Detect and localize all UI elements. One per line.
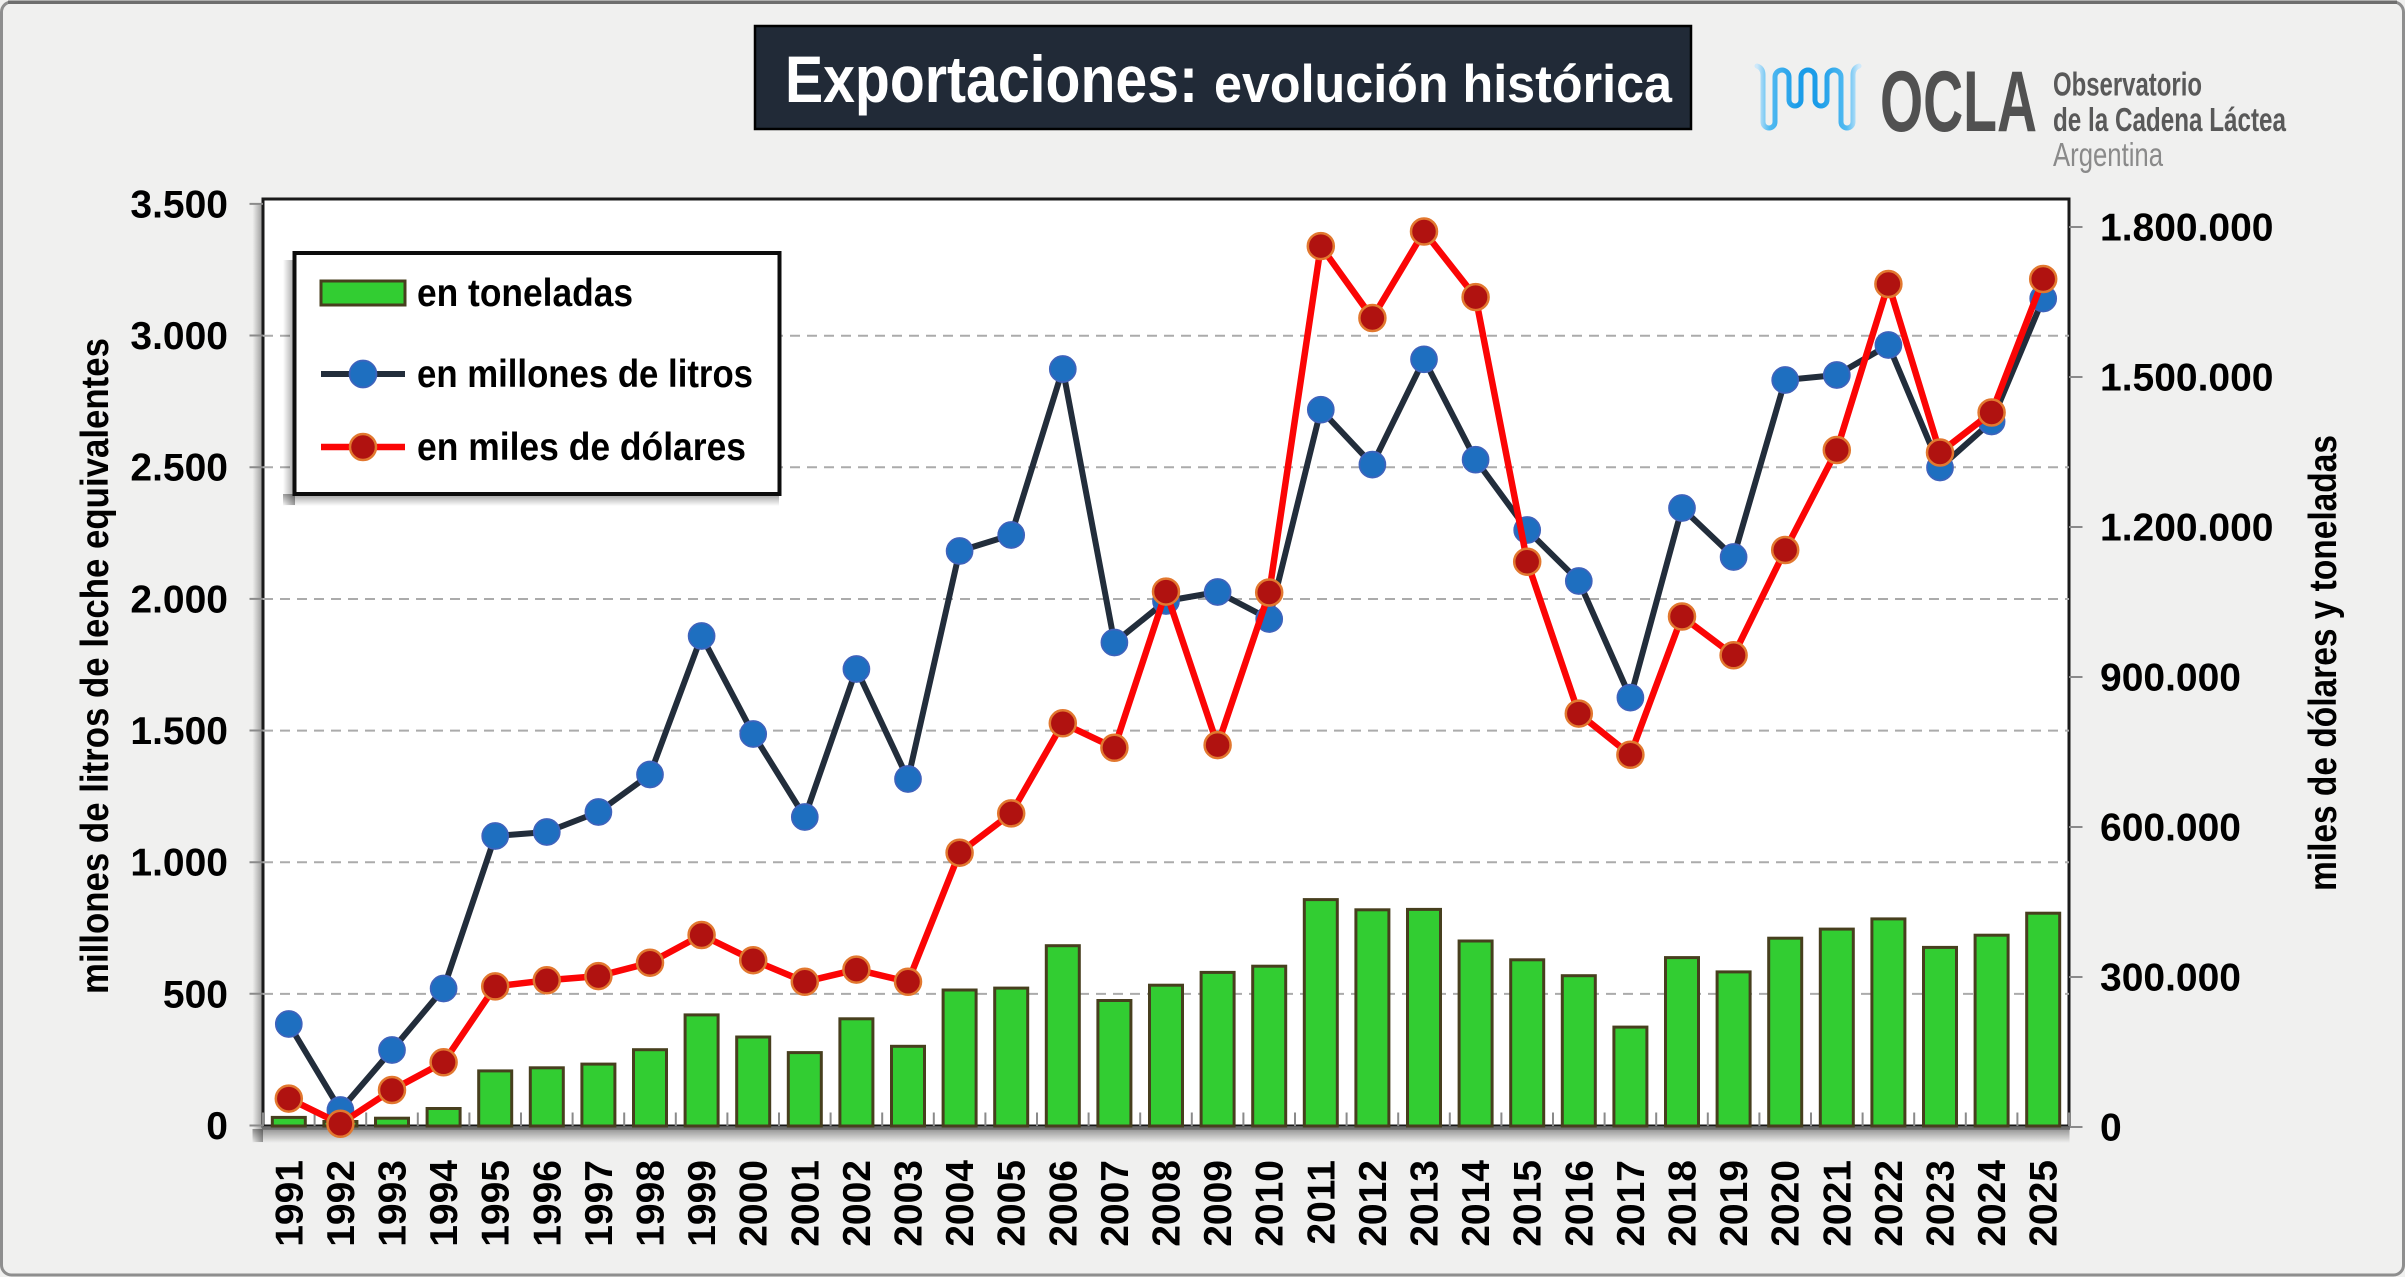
svg-text:1996: 1996 <box>526 1160 569 1247</box>
svg-text:2020: 2020 <box>1765 1160 1808 1247</box>
svg-text:2008: 2008 <box>1146 1160 1189 1247</box>
svg-text:2012: 2012 <box>1352 1160 1395 1247</box>
svg-text:2003: 2003 <box>888 1160 931 1247</box>
svg-text:2019: 2019 <box>1713 1160 1756 1247</box>
svg-text:2010: 2010 <box>1249 1160 1292 1247</box>
svg-text:de la Cadena Láctea: de la Cadena Láctea <box>2053 101 2286 138</box>
svg-text:1.500: 1.500 <box>130 710 228 753</box>
svg-text:1998: 1998 <box>630 1160 673 1247</box>
svg-text:2023: 2023 <box>1920 1160 1963 1247</box>
svg-text:2004: 2004 <box>939 1160 982 1247</box>
svg-text:Exportaciones:: Exportaciones: <box>785 42 1198 116</box>
svg-text:2022: 2022 <box>1868 1160 1911 1247</box>
svg-text:1995: 1995 <box>475 1160 518 1247</box>
svg-text:2006: 2006 <box>1042 1160 1085 1247</box>
svg-text:evolución histórica: evolución histórica <box>1214 55 1672 114</box>
svg-text:0: 0 <box>206 1105 228 1148</box>
svg-text:2021: 2021 <box>1816 1160 1859 1247</box>
svg-text:miles de dólares y toneladas: miles de dólares y toneladas <box>2302 435 2345 891</box>
svg-text:3.000: 3.000 <box>130 315 228 358</box>
svg-text:2015: 2015 <box>1507 1160 1550 1247</box>
svg-text:3.500: 3.500 <box>130 183 228 226</box>
svg-text:1999: 1999 <box>681 1160 724 1247</box>
svg-text:millones de litros de leche eq: millones de litros de leche equivalentes <box>74 338 117 994</box>
svg-text:2000: 2000 <box>733 1160 776 1247</box>
svg-text:2018: 2018 <box>1662 1160 1705 1247</box>
svg-text:OCLA: OCLA <box>1880 54 2037 150</box>
svg-text:0: 0 <box>2100 1107 2122 1150</box>
svg-text:1.200.000: 1.200.000 <box>2100 507 2274 550</box>
svg-text:2007: 2007 <box>1094 1160 1137 1247</box>
svg-text:Argentina: Argentina <box>2053 136 2164 173</box>
svg-text:600.000: 600.000 <box>2100 807 2241 850</box>
svg-text:2.500: 2.500 <box>130 447 228 490</box>
svg-text:900.000: 900.000 <box>2100 657 2241 700</box>
svg-text:Observatorio: Observatorio <box>2053 66 2202 103</box>
svg-text:2013: 2013 <box>1404 1160 1447 1247</box>
svg-text:1992: 1992 <box>320 1160 363 1247</box>
svg-text:1.800.000: 1.800.000 <box>2100 207 2274 250</box>
svg-text:1.500.000: 1.500.000 <box>2100 357 2274 400</box>
svg-text:2017: 2017 <box>1610 1160 1653 1247</box>
svg-text:2024: 2024 <box>1971 1160 2014 1247</box>
svg-text:300.000: 300.000 <box>2100 957 2241 1000</box>
svg-text:2.000: 2.000 <box>130 578 228 621</box>
svg-text:en miles de dólares: en miles de dólares <box>417 426 746 469</box>
svg-text:2009: 2009 <box>1197 1160 1240 1247</box>
svg-text:1994: 1994 <box>423 1160 466 1247</box>
svg-text:500: 500 <box>163 973 228 1016</box>
svg-text:1.000: 1.000 <box>130 842 228 885</box>
svg-text:2025: 2025 <box>2023 1160 2066 1247</box>
svg-text:1993: 1993 <box>372 1160 415 1247</box>
svg-text:2011: 2011 <box>1300 1160 1343 1245</box>
svg-text:en millones de litros: en millones de litros <box>417 353 753 396</box>
svg-text:2005: 2005 <box>991 1160 1034 1247</box>
svg-text:en toneladas: en toneladas <box>417 272 633 315</box>
svg-text:1997: 1997 <box>578 1160 621 1247</box>
svg-text:1991: 1991 <box>268 1160 311 1247</box>
svg-text:2001: 2001 <box>784 1160 827 1247</box>
svg-text:2014: 2014 <box>1455 1160 1498 1247</box>
svg-text:2002: 2002 <box>836 1160 879 1247</box>
svg-text:2016: 2016 <box>1558 1160 1601 1247</box>
